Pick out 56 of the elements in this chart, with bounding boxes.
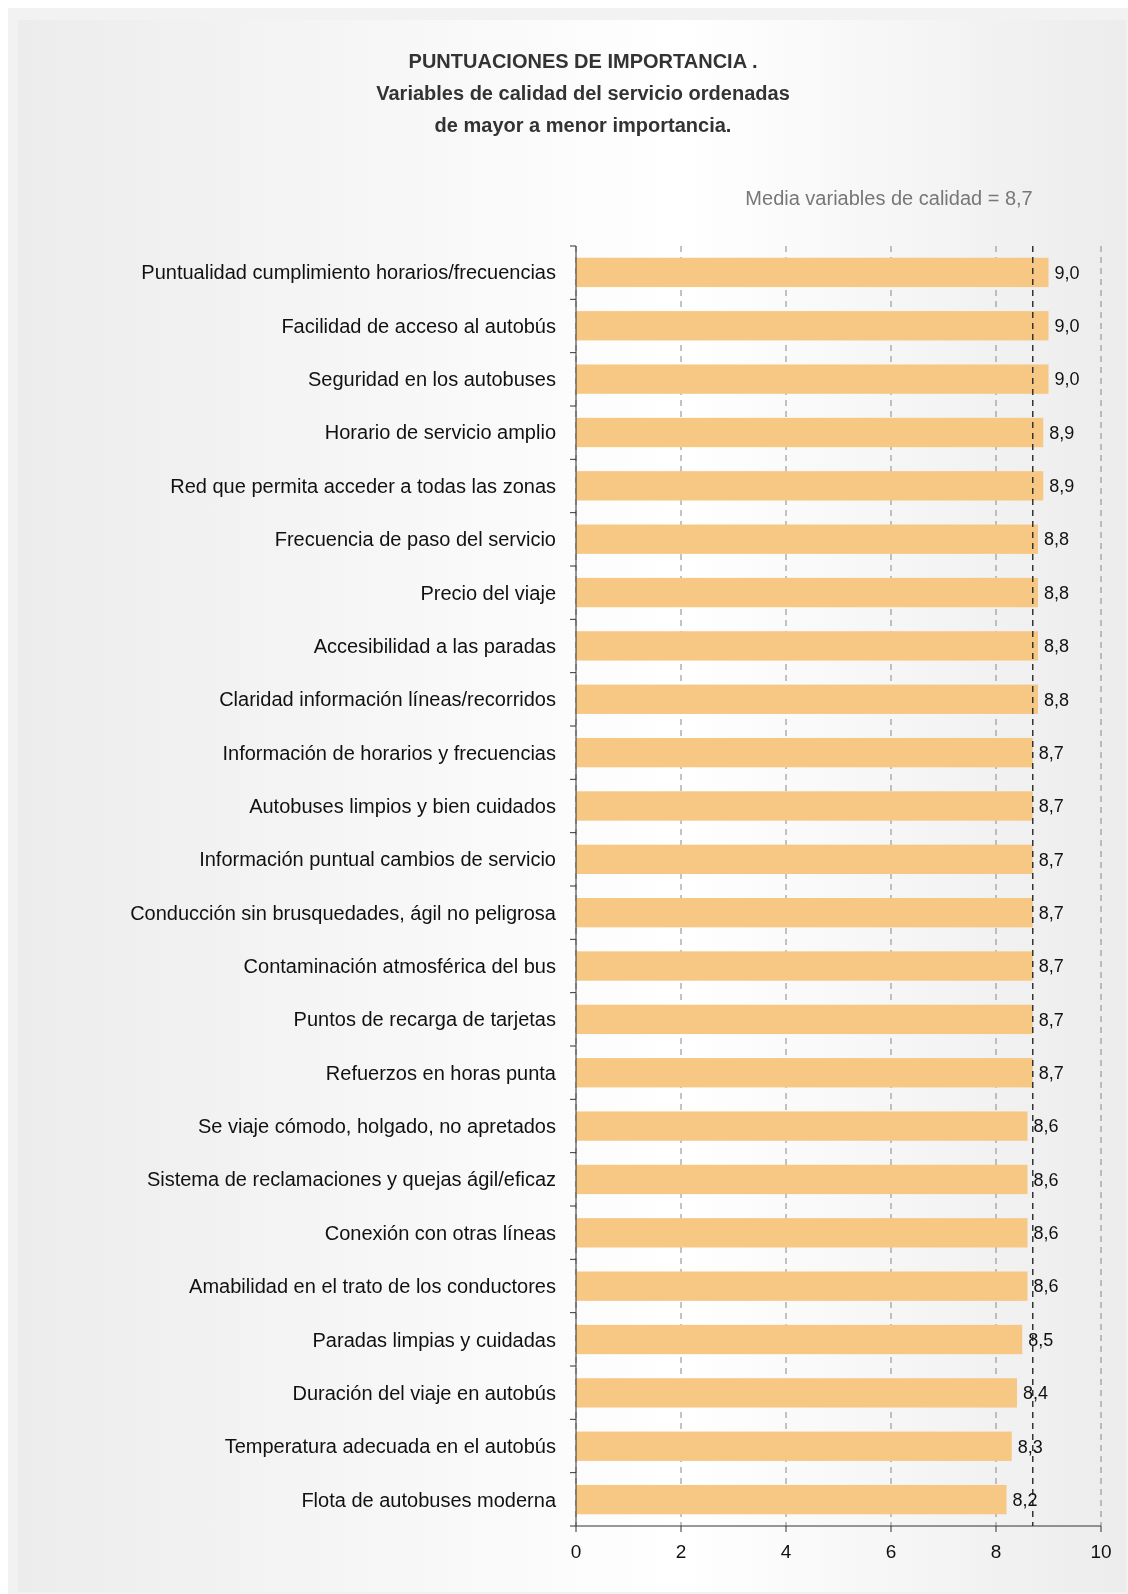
data-label: 8,8 bbox=[1044, 529, 1070, 550]
x-tick-label: 6 bbox=[885, 1541, 897, 1562]
data-label: 8,2 bbox=[1012, 1489, 1038, 1510]
y-tick-label: Conexión con otras líneas bbox=[324, 1221, 556, 1244]
data-label: 8,8 bbox=[1044, 582, 1070, 603]
data-label: 8,4 bbox=[1023, 1383, 1049, 1404]
y-tick-label: Seguridad en los autobuses bbox=[308, 368, 556, 391]
y-tick-label: Temperatura adecuada en el autobús bbox=[224, 1435, 556, 1458]
data-label: 8,7 bbox=[1038, 1063, 1064, 1084]
y-tick-label: Contaminación atmosférica del bus bbox=[243, 955, 556, 978]
y-tick-label: Amabilidad en el trato de los conductores bbox=[189, 1275, 556, 1298]
y-tick-label: Precio del viaje bbox=[420, 581, 556, 604]
chart-title: PUNTUACIONES DE IMPORTANCIA . Variables de calidad del servicio ordenadas de mayor a menor importancia. bbox=[376, 50, 790, 136]
y-tick-label: Paradas limpias y cuidadas bbox=[312, 1328, 556, 1351]
data-label: 8,7 bbox=[1038, 956, 1064, 977]
y-tick-label: Información puntual cambios de servicio bbox=[199, 848, 556, 871]
data-label: 9,0 bbox=[1054, 369, 1080, 390]
y-tick-label: Claridad información líneas/recorridos bbox=[219, 688, 556, 711]
y-tick-label: Accesibilidad a las paradas bbox=[313, 634, 556, 657]
y-tick-label: Puntos de recarga de tarjetas bbox=[293, 1008, 556, 1031]
x-tick-label: 2 bbox=[675, 1541, 687, 1562]
x-tick-label: 0 bbox=[570, 1541, 582, 1562]
data-label: 8,6 bbox=[1033, 1223, 1059, 1244]
y-tick-label: Puntualidad cumplimiento horarios/frecuencias bbox=[141, 261, 556, 284]
data-label: 8,6 bbox=[1033, 1276, 1059, 1297]
y-tick-label: Flota de autobuses moderna bbox=[301, 1488, 557, 1511]
data-label: 8,7 bbox=[1038, 1009, 1064, 1030]
y-tick-label: Autobuses limpios y bien cuidados bbox=[249, 794, 556, 817]
data-label: 8,7 bbox=[1038, 902, 1064, 923]
y-tick-label: Duración del viaje en autobús bbox=[292, 1381, 556, 1404]
y-tick-label: Red que permita acceder a todas las zonas bbox=[170, 474, 556, 497]
data-label: 8,7 bbox=[1038, 742, 1064, 763]
x-tick-label: 10 bbox=[1090, 1541, 1112, 1562]
y-tick-label: Frecuencia de paso del servicio bbox=[274, 528, 556, 551]
y-tick-label: Se viaje cómodo, holgado, no apretados bbox=[197, 1115, 556, 1138]
x-tick-label: 8 bbox=[990, 1541, 1002, 1562]
data-label: 8,8 bbox=[1044, 636, 1070, 657]
data-label: 8,8 bbox=[1044, 689, 1070, 710]
ref-line-label: Media variables de calidad = 8,7 bbox=[745, 187, 1033, 209]
data-label: 8,6 bbox=[1033, 1116, 1059, 1137]
data-label: 9,0 bbox=[1054, 316, 1080, 337]
y-tick-label: Información de horarios y frecuencias bbox=[222, 741, 556, 764]
y-tick-label: Horario de servicio amplio bbox=[324, 421, 556, 444]
y-tick-label: Conducción sin brusquedades, ágil no peligrosa bbox=[130, 901, 557, 924]
data-label: 8,6 bbox=[1033, 1169, 1059, 1190]
data-label: 8,5 bbox=[1028, 1329, 1054, 1350]
data-label: 8,3 bbox=[1017, 1436, 1043, 1457]
data-label: 8,9 bbox=[1049, 476, 1075, 497]
data-label: 8,9 bbox=[1049, 422, 1075, 443]
data-label: 9,0 bbox=[1054, 262, 1080, 283]
y-tick-label: Refuerzos en horas punta bbox=[325, 1061, 557, 1084]
y-tick-label: Sistema de reclamaciones y quejas ágil/eficaz bbox=[146, 1168, 556, 1191]
data-label: 8,7 bbox=[1038, 796, 1064, 817]
data-label: 8,7 bbox=[1038, 849, 1064, 870]
x-tick-label: 4 bbox=[780, 1541, 792, 1562]
y-tick-label: Facilidad de acceso al autobús bbox=[281, 314, 556, 337]
